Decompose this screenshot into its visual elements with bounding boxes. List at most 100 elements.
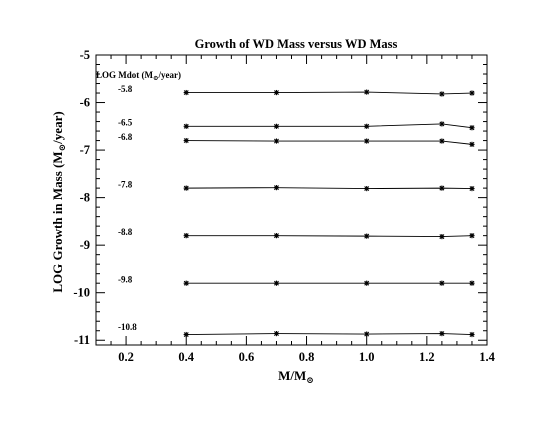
marker-stroke: [183, 280, 189, 286]
y-tick-label: -8: [80, 191, 90, 205]
data-point: [364, 331, 370, 337]
data-point: [273, 123, 280, 129]
x-tick-label: 1.4: [479, 350, 495, 364]
marker-stroke: [273, 280, 279, 286]
data-point: [439, 121, 445, 127]
data-point: [439, 330, 445, 337]
data-point: [364, 89, 370, 95]
data-point: [469, 185, 475, 192]
marker-stroke: [439, 234, 445, 240]
series-label: -5.8: [118, 84, 133, 94]
data-point: [364, 185, 370, 192]
marker-stroke: [364, 233, 370, 239]
marker-stroke: [183, 90, 189, 96]
marker-stroke: [183, 138, 189, 144]
marker-stroke: [439, 91, 445, 97]
x-tick-label: 0.4: [178, 350, 194, 364]
x-tick-label: 0.6: [239, 350, 255, 364]
marker-stroke: [469, 141, 475, 147]
x-axis-label-sub: ⊙: [306, 375, 314, 385]
marker-stroke: [439, 185, 445, 191]
marker-stroke: [273, 185, 279, 191]
data-point: [364, 138, 370, 144]
series-label: -7.8: [118, 179, 133, 189]
data-point: [469, 280, 475, 286]
series-line: [186, 187, 472, 190]
marker-stroke: [439, 331, 445, 337]
data-point: [469, 90, 475, 96]
data-point: [273, 280, 280, 286]
data-point: [273, 185, 280, 191]
series-label: -6.8: [118, 132, 133, 142]
data-point: [183, 331, 189, 338]
marker-stroke: [364, 186, 370, 192]
series-label: -6.5: [118, 118, 133, 128]
x-tick-label: 0.8: [299, 350, 315, 364]
series-line: [186, 140, 473, 145]
marker-stroke: [364, 138, 370, 144]
axis-ticks: [95, 54, 488, 345]
data-point: [469, 331, 475, 338]
data-point: [183, 185, 189, 191]
series-label: -8.8: [118, 227, 133, 237]
marker-stroke: [364, 123, 370, 129]
marker-stroke: [183, 233, 189, 239]
y-axis-label: LOG Growth in Mass (M⊙/year): [50, 111, 67, 292]
marker-stroke: [469, 280, 475, 286]
series-line: [186, 333, 472, 335]
data-point: [183, 123, 189, 129]
x-tick-label: 0.2: [118, 350, 134, 364]
x-tick-label: 1.2: [419, 350, 435, 364]
marker-stroke: [364, 89, 370, 95]
data-point: [469, 125, 475, 131]
marker-stroke: [469, 90, 475, 96]
marker-stroke: [469, 186, 475, 192]
data-point: [439, 234, 445, 240]
y-tick-label: -10: [73, 286, 90, 300]
data-point: [439, 91, 445, 97]
legend-header-main: LOG Mdot (M: [96, 70, 153, 80]
series-label: -9.8: [118, 274, 133, 284]
data-point: [273, 138, 280, 144]
data-point: [439, 185, 445, 191]
x-tick-label: 1.0: [359, 350, 375, 364]
marker-stroke: [364, 331, 370, 337]
data-point: [273, 89, 280, 96]
data-point: [183, 233, 189, 239]
data-point: [439, 280, 445, 286]
marker-stroke: [469, 332, 475, 338]
marker-stroke: [364, 280, 370, 286]
plot-frame: [95, 54, 488, 346]
data-point: [364, 233, 370, 239]
y-tick-label: -9: [80, 238, 90, 252]
series-group: [183, 89, 475, 338]
marker-stroke: [273, 331, 279, 337]
data-point: [273, 233, 280, 239]
series-line: [186, 123, 473, 129]
data-point: [183, 89, 189, 96]
data-point: [183, 280, 189, 286]
marker-stroke: [273, 233, 279, 239]
marker-stroke: [469, 125, 475, 131]
data-point: [364, 280, 370, 286]
y-tick-label: -5: [80, 48, 90, 62]
data-point: [364, 123, 370, 129]
marker-stroke: [439, 138, 445, 144]
x-axis-label: M/M⊙: [278, 368, 314, 385]
data-point: [439, 138, 445, 144]
legend: -5.8 -6.5 -6.8 -7.8 -8.8 -9.8 -10.8: [118, 84, 137, 332]
marker-stroke: [183, 123, 189, 129]
x-axis-label-main: M/M: [278, 368, 306, 383]
marker-stroke: [183, 332, 189, 338]
marker-stroke: [439, 121, 445, 127]
marker-stroke: [273, 123, 279, 129]
marker-stroke: [273, 138, 279, 144]
y-axis-label-sub: ⊙: [57, 144, 67, 152]
marker-stroke: [183, 185, 189, 191]
marker-stroke: [439, 280, 445, 286]
series-line: [186, 235, 472, 238]
data-point: [469, 233, 475, 239]
data-point: [469, 141, 475, 147]
legend-header: LOG Mdot (M⊙/year): [96, 70, 181, 82]
